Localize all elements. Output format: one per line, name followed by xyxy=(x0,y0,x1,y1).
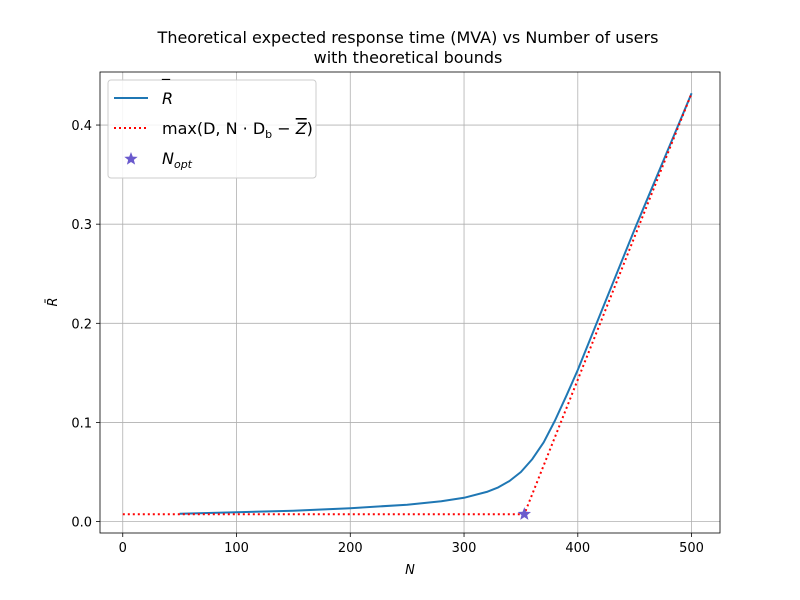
legend-label-bound-sub: b xyxy=(265,128,272,141)
legend-label-bound-mid: − xyxy=(272,119,296,138)
legend-box xyxy=(107,79,317,179)
x-axis-ticks: 0 100 200 300 400 500 xyxy=(119,533,704,556)
y-axis-label: R̄ xyxy=(46,297,61,306)
x-tick-label: 300 xyxy=(452,541,477,556)
legend-label-bound-post: ) xyxy=(307,119,313,138)
chart-subtitle: with theoretical bounds xyxy=(314,48,503,67)
x-tick-label: 200 xyxy=(338,541,363,556)
y-tick-label: 0.0 xyxy=(71,516,92,531)
x-tick-label: 100 xyxy=(224,541,249,556)
legend-label-bound: max(D, N · Db − Z) xyxy=(162,119,313,141)
y-tick-label: 0.3 xyxy=(71,218,92,233)
x-axis-label: N xyxy=(405,563,415,578)
x-tick-label: 400 xyxy=(565,541,590,556)
x-tick-label: 0 xyxy=(119,541,127,556)
y-tick-label: 0.1 xyxy=(71,416,92,431)
chart-title: Theoretical expected response time (MVA)… xyxy=(157,28,659,47)
legend-label-r-overbar: ‾ xyxy=(161,76,171,95)
series-layer xyxy=(122,92,693,520)
y-tick-label: 0.4 xyxy=(71,119,92,134)
n-opt-marker xyxy=(517,507,531,520)
y-axis-ticks: 0.0 0.1 0.2 0.3 0.4 xyxy=(71,119,100,531)
legend-label-bound-pre: max(D, N · D xyxy=(162,119,265,138)
axes-frame xyxy=(99,71,721,534)
legend-label-nopt-main: N xyxy=(162,149,174,168)
legend-swatch-nopt xyxy=(124,152,138,165)
plot-frame xyxy=(99,71,721,534)
y-tick-label: 0.2 xyxy=(71,317,92,332)
legend-label-bound-z: Z xyxy=(295,119,308,138)
legend-label-nopt-sub: opt xyxy=(174,158,193,171)
response-time-line xyxy=(179,92,693,515)
x-tick-label: 500 xyxy=(679,541,704,556)
legend-label-r: R xyxy=(162,89,173,108)
legend: R ‾ max(D, N · Db − Z) Nopt xyxy=(107,76,317,179)
legend-label-nopt: Nopt xyxy=(162,149,193,171)
